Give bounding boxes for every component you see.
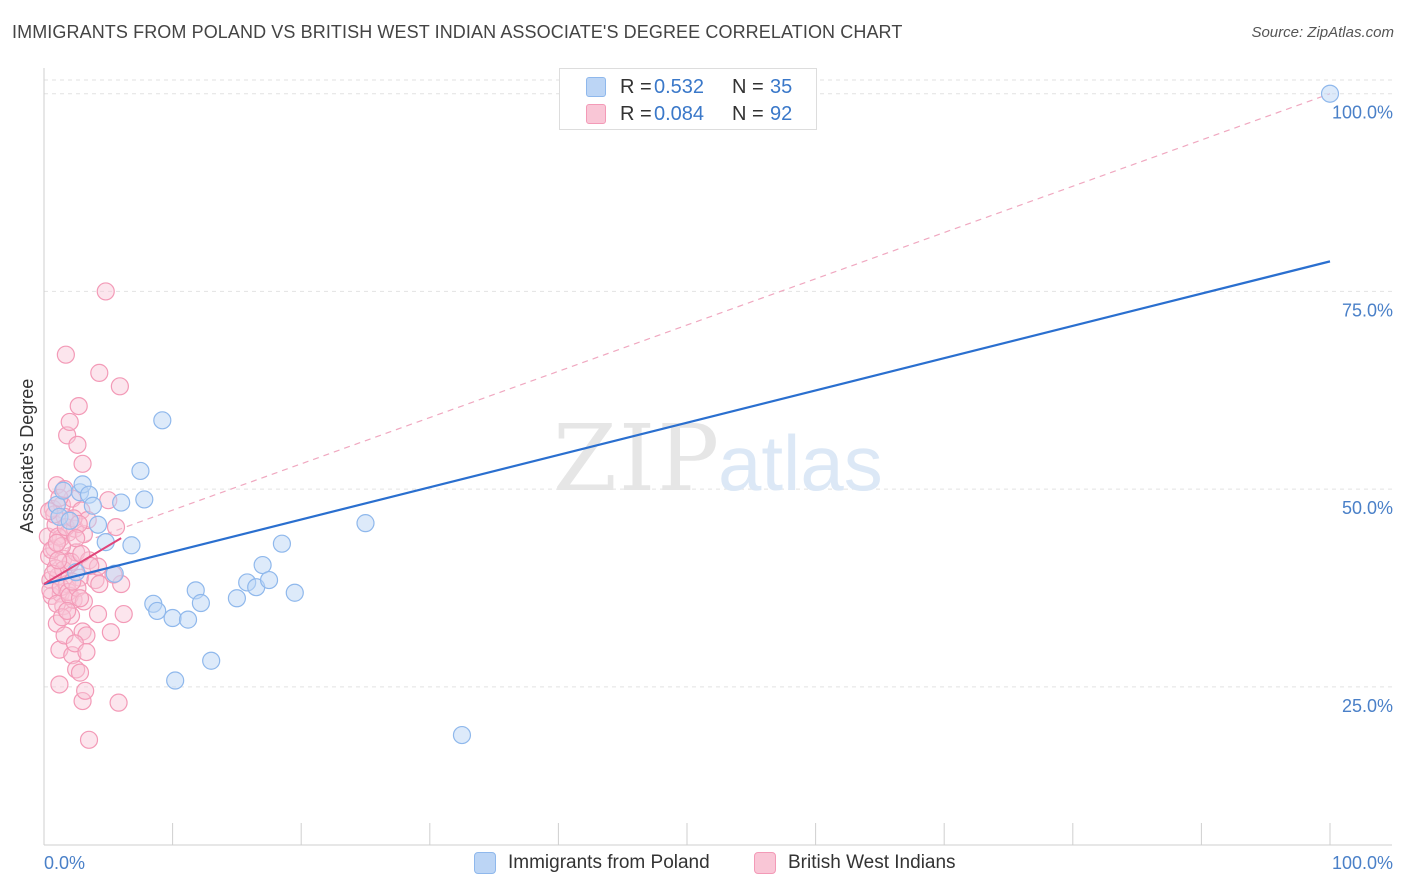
- data-point-bwi: [73, 454, 92, 473]
- trend-line-bwi: [43, 537, 122, 585]
- data-point-poland: [285, 583, 304, 602]
- data-point-poland: [83, 496, 102, 515]
- data-point-bwi: [63, 646, 82, 665]
- data-point-bwi: [96, 282, 115, 301]
- watermark-atlas: atlas: [718, 419, 883, 507]
- data-point-poland: [253, 555, 272, 575]
- tick-labels: 25.0% 50.0% 75.0% 100.0% 0.0% 100.0%: [44, 103, 1393, 873]
- chart-title: IMMIGRANTS FROM POLAND VS BRITISH WEST I…: [12, 22, 903, 42]
- data-point-poland: [131, 461, 150, 481]
- data-point-poland: [452, 725, 472, 745]
- legend-label-bwi: British West Indians: [788, 852, 956, 873]
- data-point-bwi: [88, 604, 108, 624]
- data-point-bwi: [52, 536, 72, 556]
- stats-legend: R = 0.532 N = 35 R = 0.084 N = 92: [559, 68, 817, 130]
- data-point-bwi: [114, 604, 133, 624]
- trend-line-poland: [43, 260, 1331, 586]
- y-axis-label: Associate's Degree: [17, 379, 37, 534]
- y-tick-label: 75.0%: [1342, 300, 1393, 320]
- data-point-poland: [122, 536, 141, 555]
- y-tick-label: 25.0%: [1342, 696, 1393, 716]
- data-point-bwi: [56, 345, 75, 364]
- data-point-bwi: [70, 663, 90, 682]
- data-point-bwi: [73, 691, 92, 711]
- source-label: Source: ZipAtlas.com: [1251, 24, 1394, 41]
- series-legend: Immigrants from Poland British West Indi…: [0, 852, 1406, 876]
- data-point-poland: [54, 481, 73, 500]
- legend-label-poland: Immigrants from Poland: [508, 852, 710, 873]
- data-point-bwi: [58, 601, 77, 621]
- legend-swatch-bwi: [754, 852, 776, 874]
- y-tick-label: 50.0%: [1342, 498, 1393, 518]
- data-point-bwi: [110, 377, 129, 396]
- diagonal-line: [43, 93, 1331, 557]
- data-point-bwi: [79, 730, 99, 749]
- data-point-poland: [135, 490, 154, 509]
- reference-diagonal: [43, 93, 1331, 557]
- data-point-bwi: [49, 551, 68, 570]
- data-point-poland: [202, 651, 221, 670]
- data-point-bwi: [76, 681, 95, 700]
- n-label: N =: [732, 102, 764, 125]
- data-point-poland: [356, 514, 375, 533]
- data-point-bwi: [47, 533, 66, 553]
- watermark-zip: ZIP: [553, 405, 721, 512]
- data-point-poland: [163, 608, 182, 628]
- data-point-bwi: [101, 623, 120, 642]
- data-point-poland: [60, 511, 79, 530]
- legend-item-poland[interactable]: Immigrants from Poland: [474, 852, 710, 874]
- axes: [43, 68, 1392, 846]
- n-value-bwi: 92: [770, 102, 793, 125]
- data-point-poland: [153, 411, 172, 430]
- data-point-poland: [166, 671, 185, 690]
- legend-row-poland: R = 0.532 N = 35: [586, 75, 792, 99]
- n-value-poland: 35: [770, 75, 793, 98]
- data-point-bwi: [67, 529, 86, 548]
- data-point-poland: [259, 570, 279, 590]
- data-point-poland: [88, 515, 108, 534]
- data-point-bwi: [49, 527, 68, 546]
- r-label: R =: [620, 75, 652, 98]
- grid-lines: [44, 79, 1392, 688]
- data-point-bwi: [50, 675, 69, 694]
- r-value-poland: 0.532: [654, 75, 705, 98]
- legend-swatch-bwi: [586, 104, 606, 124]
- legend-swatch-poland: [474, 852, 496, 874]
- data-point-poland: [191, 593, 210, 613]
- data-point-poland: [272, 534, 292, 553]
- data-point-bwi: [77, 642, 96, 662]
- data-point-bwi: [60, 412, 79, 432]
- data-point-poland: [112, 493, 131, 512]
- data-point-bwi: [70, 589, 90, 608]
- data-point-bwi: [90, 574, 109, 594]
- data-point-bwi: [109, 693, 128, 712]
- data-point-poland: [227, 589, 246, 608]
- legend-row-bwi: R = 0.084 N = 92: [586, 102, 792, 126]
- y-tick-label: 100.0%: [1332, 103, 1393, 123]
- data-point-poland: [1320, 84, 1340, 103]
- n-label: N =: [732, 75, 764, 98]
- legend-item-bwi[interactable]: British West Indians: [754, 852, 956, 874]
- data-point-bwi: [106, 517, 126, 537]
- data-point-bwi: [68, 435, 87, 454]
- data-point-bwi: [90, 363, 109, 382]
- data-point-poland: [148, 601, 167, 621]
- data-point-bwi: [69, 396, 88, 416]
- x-tick-label: 0.0%: [44, 853, 85, 873]
- series-immigrants-from-poland: [47, 84, 1340, 745]
- legend-swatch-poland: [586, 77, 606, 97]
- trend-lines: [43, 260, 1331, 586]
- r-label: R =: [620, 102, 652, 125]
- data-point-poland: [178, 610, 198, 629]
- x-tick-label: 100.0%: [1332, 853, 1393, 873]
- r-value-bwi: 0.084: [654, 102, 705, 125]
